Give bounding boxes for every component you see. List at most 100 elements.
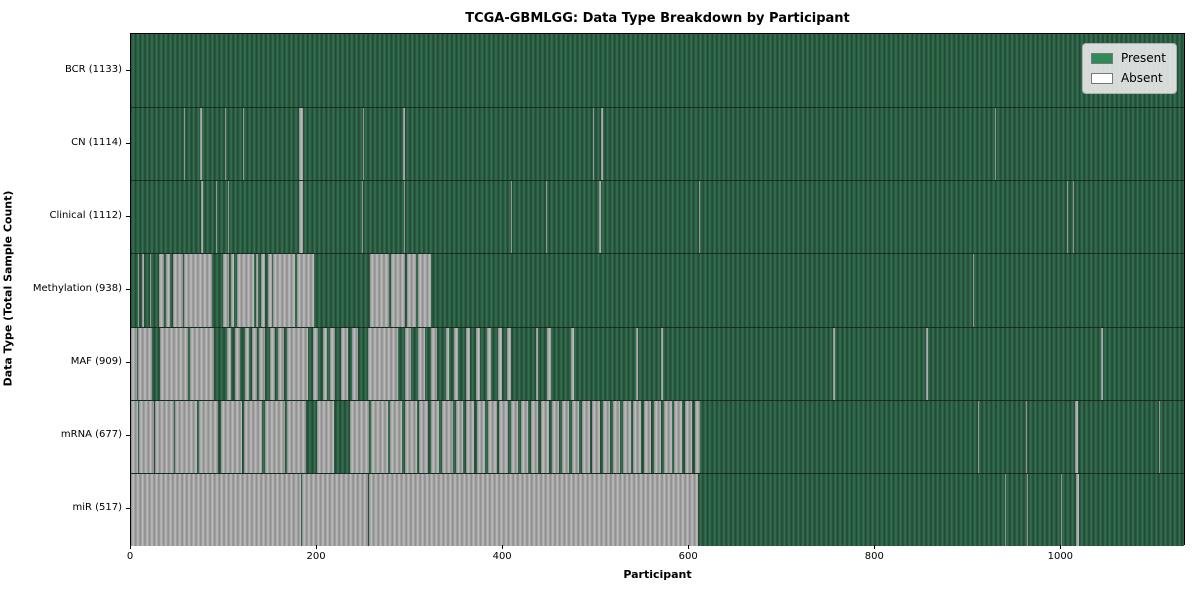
absent-segment xyxy=(643,400,652,473)
absent-segment xyxy=(455,400,464,473)
absent-segment xyxy=(546,327,551,400)
legend-item-absent: Absent xyxy=(1090,70,1166,87)
x-tick-label: 0 xyxy=(126,551,134,562)
absent-segment xyxy=(235,327,240,400)
absent-segment xyxy=(612,400,621,473)
absent-segment xyxy=(255,254,259,327)
absent-segment xyxy=(237,254,254,327)
absent-segment xyxy=(403,181,406,254)
absent-segment xyxy=(551,400,559,473)
absent-segment xyxy=(296,254,315,327)
absent-segment xyxy=(446,327,450,400)
y-tick xyxy=(126,69,130,71)
legend: Present Absent xyxy=(1081,43,1177,94)
y-tick-label-bcr: BCR (1133) xyxy=(64,63,122,75)
x-axis-label: Participant xyxy=(623,568,692,581)
legend-item-present: Present xyxy=(1090,50,1166,67)
absent-segment xyxy=(368,327,398,400)
absent-segment xyxy=(200,181,203,254)
absent-segment xyxy=(370,254,389,327)
absent-segment xyxy=(243,400,263,473)
absent-segment xyxy=(441,400,453,473)
absent-segment xyxy=(1066,181,1068,254)
y-tick xyxy=(126,435,130,437)
absent-segment xyxy=(299,181,304,254)
absent-segment xyxy=(244,327,250,400)
absent-segment xyxy=(139,400,155,473)
absent-segment xyxy=(684,400,692,473)
absent-segment xyxy=(653,400,662,473)
y-tick-label-maf: MAF (909) xyxy=(70,356,122,368)
absent-segment xyxy=(592,400,600,473)
absent-segment xyxy=(155,400,174,473)
absent-segment xyxy=(1025,400,1027,473)
absent-segment xyxy=(131,473,302,546)
absent-segment xyxy=(661,327,664,400)
absent-segment xyxy=(1075,400,1079,473)
absent-segment xyxy=(174,400,198,473)
absent-segment xyxy=(138,327,153,400)
absent-segment xyxy=(510,400,518,473)
y-tick-label-cn: CN (1114) xyxy=(71,136,122,148)
absent-segment xyxy=(302,473,369,546)
absent-segment xyxy=(405,327,412,400)
absent-segment xyxy=(636,327,639,400)
absent-segment xyxy=(277,327,284,400)
absent-segment xyxy=(1076,473,1079,546)
absent-segment xyxy=(189,327,214,400)
absent-segment xyxy=(598,181,601,254)
absent-segment xyxy=(149,254,152,327)
absent-segment xyxy=(198,400,219,473)
absent-segment xyxy=(488,400,497,473)
absent-segment xyxy=(390,254,406,327)
absent-segment xyxy=(264,400,286,473)
absent-segment xyxy=(600,108,603,181)
absent-segment xyxy=(166,254,171,327)
absent-segment xyxy=(226,327,231,400)
absent-segment xyxy=(520,400,529,473)
absent-segment xyxy=(330,327,335,400)
absent-segment xyxy=(251,327,257,400)
absent-segment xyxy=(417,254,432,327)
absent-segment xyxy=(465,400,475,473)
absent-segment xyxy=(833,327,836,400)
absent-segment xyxy=(352,327,358,400)
x-tick xyxy=(874,545,876,549)
absent-segment xyxy=(995,108,997,181)
absent-segment xyxy=(664,400,672,473)
absent-segment xyxy=(977,400,979,473)
x-tick-label: 400 xyxy=(492,551,512,562)
absent-segment xyxy=(261,254,265,327)
absent-segment xyxy=(417,327,425,400)
y-tick-label-clinical: Clinical (1112) xyxy=(49,209,123,221)
row-cn xyxy=(131,107,1184,181)
legend-present-swatch xyxy=(1090,53,1113,64)
plot-area: Present Absent xyxy=(130,33,1185,546)
absent-segment xyxy=(1073,181,1075,254)
absent-segment xyxy=(430,400,439,473)
absent-segment xyxy=(159,327,188,400)
y-tick xyxy=(126,215,130,217)
absent-segment xyxy=(273,254,295,327)
absent-segment xyxy=(184,108,186,181)
y-tick xyxy=(126,508,130,510)
absent-segment xyxy=(623,400,631,473)
absent-segment xyxy=(137,254,140,327)
absent-segment xyxy=(582,400,590,473)
absent-segment xyxy=(361,181,363,254)
absent-segment xyxy=(223,254,229,327)
y-tick xyxy=(126,142,130,144)
absent-segment xyxy=(430,327,438,400)
absent-segment xyxy=(972,254,974,327)
absent-segment xyxy=(242,108,245,181)
absent-segment xyxy=(477,400,486,473)
absent-segment xyxy=(402,108,405,181)
absent-segment xyxy=(341,327,348,400)
absent-segment xyxy=(215,181,217,254)
absent-segment xyxy=(419,400,428,473)
absent-segment xyxy=(1061,473,1063,546)
x-tick xyxy=(130,545,131,549)
absent-segment xyxy=(545,181,547,254)
chart-title: TCGA-GBMLGG: Data Type Breakdown by Part… xyxy=(465,11,850,26)
